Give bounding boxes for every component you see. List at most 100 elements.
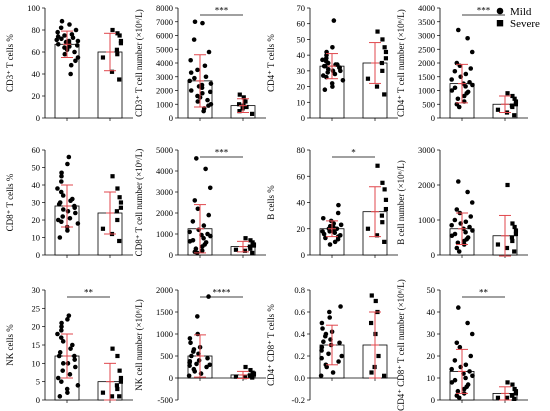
data-point-mild xyxy=(75,38,81,44)
data-point-mild xyxy=(463,362,469,368)
data-point-mild xyxy=(338,68,343,74)
data-point-severe xyxy=(368,320,374,326)
data-point-mild xyxy=(60,193,66,198)
data-point-severe xyxy=(115,353,120,359)
data-point-mild xyxy=(191,37,197,42)
data-point-severe xyxy=(118,375,124,381)
data-point-mild xyxy=(57,350,63,355)
data-point-severe xyxy=(118,205,124,210)
data-point-severe xyxy=(100,226,106,231)
data-point-mild xyxy=(332,230,338,235)
y-tick-label: 40 xyxy=(297,50,306,60)
y-tick-label: 30 xyxy=(297,66,306,76)
y-tick-label: 1000 xyxy=(418,215,435,225)
y-tick-label: 100 xyxy=(27,3,40,13)
data-point-mild xyxy=(75,221,81,226)
data-point-mild xyxy=(59,328,64,333)
y-tick-label: 1500 xyxy=(418,72,435,82)
y-tick-label: 60 xyxy=(32,47,41,57)
data-point-mild xyxy=(187,229,192,235)
data-point-severe xyxy=(248,246,253,251)
y-tick-label: -0.2 xyxy=(292,395,305,405)
data-point-severe xyxy=(110,27,115,33)
y-tick-label: 2000 xyxy=(156,285,173,295)
data-point-mild xyxy=(321,231,327,237)
y-tick-label: 2000 xyxy=(418,58,435,68)
data-point-mild xyxy=(60,339,66,344)
data-point-severe xyxy=(236,102,242,107)
data-point-mild xyxy=(330,370,336,375)
data-point-severe xyxy=(365,226,371,231)
data-point-mild xyxy=(324,364,330,370)
data-point-severe xyxy=(115,217,120,223)
panel-12: 0 10 20 30 40 50 CD4⁺ CD8⁺ T cell number (×10⁶… xyxy=(396,279,528,411)
panel-3: 0 10 20 30 40 50 60 70 CD4⁺ T cells % xyxy=(266,3,398,123)
data-point-severe xyxy=(380,68,385,73)
data-point-mild xyxy=(206,294,211,299)
y-axis-label: B cell number (×10⁶/L) xyxy=(396,160,406,244)
data-point-mild xyxy=(320,215,326,221)
data-point-mild xyxy=(201,108,206,114)
data-point-severe xyxy=(512,96,517,101)
y-tick-label: 0 xyxy=(301,113,305,123)
data-point-mild xyxy=(68,71,73,77)
significance-label: ** xyxy=(479,288,489,298)
data-point-mild xyxy=(72,353,77,359)
data-point-mild xyxy=(452,85,458,91)
data-point-mild xyxy=(470,82,475,88)
data-point-severe xyxy=(248,238,253,243)
data-point-severe xyxy=(383,49,389,55)
data-point-severe xyxy=(233,374,239,379)
data-point-severe xyxy=(383,197,389,202)
data-point-mild xyxy=(65,361,71,366)
y-axis-label: CD4⁺ T cells % xyxy=(266,34,276,92)
data-point-mild xyxy=(320,326,325,331)
y-axis-label: CD8⁺ T cell number (×10⁶/L) xyxy=(134,149,144,257)
data-point-mild xyxy=(465,189,470,195)
data-point-severe xyxy=(512,249,517,254)
data-point-mild xyxy=(67,22,72,27)
data-point-mild xyxy=(65,390,70,395)
data-point-mild xyxy=(55,186,60,191)
data-point-mild xyxy=(68,198,73,204)
data-point-mild xyxy=(452,358,458,363)
data-point-mild xyxy=(68,346,73,351)
data-point-mild xyxy=(55,29,60,35)
data-point-mild xyxy=(66,313,72,318)
data-point-mild xyxy=(336,202,341,208)
data-point-severe xyxy=(382,239,387,244)
data-point-mild xyxy=(194,156,199,161)
legend-severe-label: Severe xyxy=(510,18,540,30)
y-tick-label: 2000 xyxy=(156,208,173,218)
data-point-mild xyxy=(187,239,193,244)
data-point-severe xyxy=(380,37,385,42)
y-tick-label: 70 xyxy=(297,3,306,13)
data-point-mild xyxy=(199,248,205,254)
y-tick-label: 500 xyxy=(422,99,435,109)
data-point-severe xyxy=(510,93,515,99)
data-point-mild xyxy=(325,60,331,66)
y-tick-label: 0.6 xyxy=(294,307,305,317)
data-point-mild xyxy=(465,320,470,326)
data-point-mild xyxy=(455,240,461,246)
data-point-mild xyxy=(456,395,462,401)
y-axis-label: CD4⁺ T cell number (×10⁶/L) xyxy=(396,9,406,117)
y-tick-label: 0 xyxy=(36,113,40,123)
y-axis-label: B cells % xyxy=(266,185,276,220)
data-point-mild xyxy=(322,87,328,93)
data-point-severe xyxy=(110,174,115,179)
y-tick-label: 2000 xyxy=(418,180,435,190)
y-tick-label: 2500 xyxy=(418,44,435,54)
data-point-mild xyxy=(68,62,74,68)
y-tick-label: 80 xyxy=(297,145,306,155)
data-point-severe xyxy=(251,243,257,248)
y-tick-label: 20 xyxy=(32,91,41,101)
y-tick-label: 1000 xyxy=(156,329,173,339)
data-point-severe xyxy=(510,104,515,110)
y-tick-label: 10 xyxy=(297,97,306,107)
y-tick-label: 7000 xyxy=(156,17,173,27)
data-point-mild xyxy=(200,90,205,96)
y-tick-label: 20 xyxy=(32,322,41,332)
data-point-mild xyxy=(55,42,61,47)
